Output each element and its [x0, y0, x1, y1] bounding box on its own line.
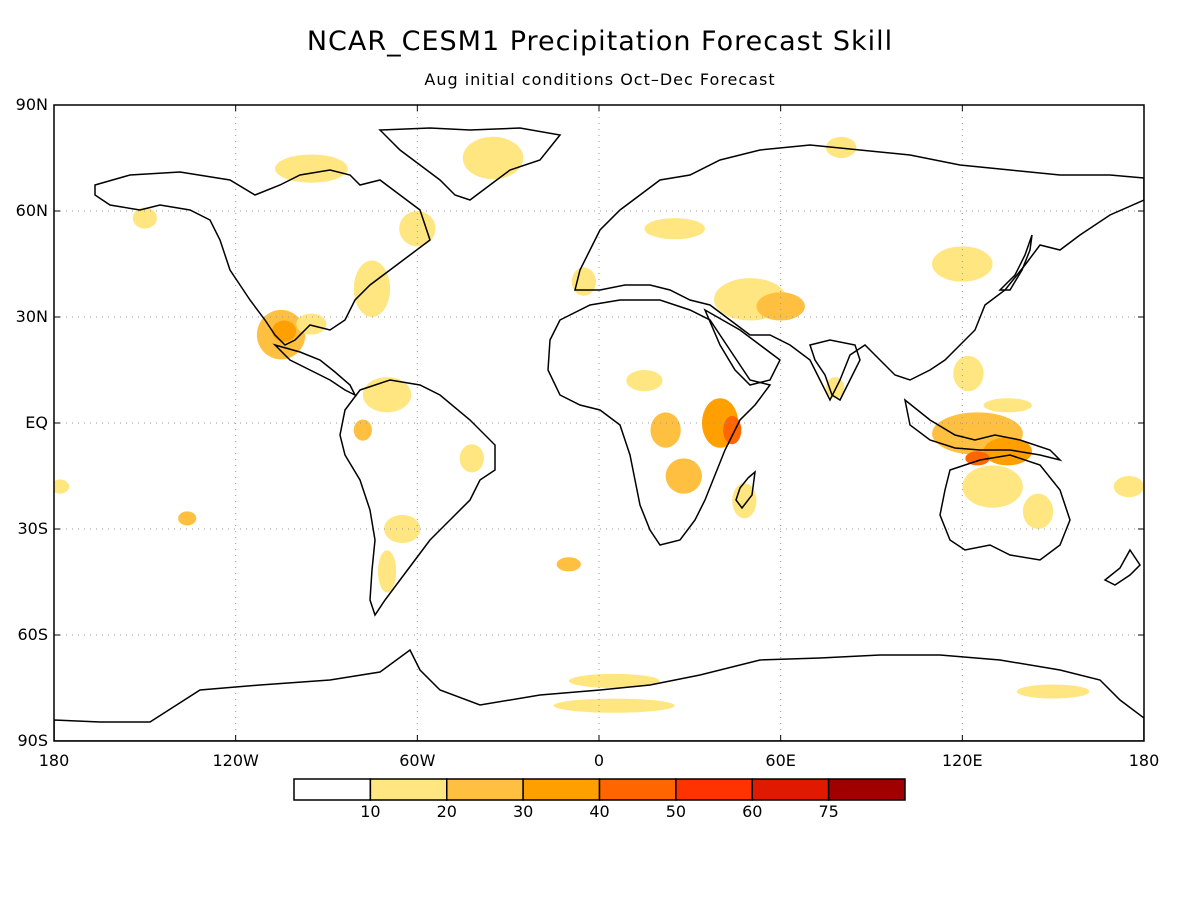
skill-region-e-australia	[1022, 493, 1054, 529]
skill-region-nw-pacific	[983, 398, 1032, 413]
colorbar-swatch	[598, 778, 677, 801]
colorbar-swatch	[293, 778, 372, 801]
skill-region-ne-brazil	[459, 444, 484, 473]
skill-region-mexico-core	[272, 320, 297, 342]
skill-region-china-n	[932, 246, 993, 282]
colorbar-swatch	[827, 778, 906, 801]
skill-region-europe	[571, 267, 596, 296]
lat-label-EQ: EQ	[25, 413, 48, 432]
skill-region-caribbean-sa	[362, 377, 412, 413]
skill-region-s-atlantic	[556, 557, 581, 572]
skill-region-antarctic-1	[568, 673, 660, 689]
colorbar-label: 30	[512, 802, 534, 821]
skill-region-canada-arctic	[275, 154, 348, 183]
lat-label-90N: 90N	[15, 95, 48, 114]
colorbar	[293, 778, 906, 801]
colorbar-label: 75	[818, 802, 839, 821]
skill-region-labrador	[399, 211, 436, 247]
skill-region-pacific-sq	[178, 511, 197, 526]
coastlines	[54, 127, 1144, 741]
skill-region-patagonia	[377, 550, 397, 593]
skill-region-n-europe	[644, 218, 705, 240]
skill-region-philippines	[953, 355, 984, 392]
skill-region-kenya-core	[723, 415, 742, 445]
coastline-antarctica	[54, 648, 1144, 741]
skill-shading-layer	[54, 136, 1144, 713]
skill-region-peru	[353, 419, 372, 441]
coastline-india	[809, 339, 861, 402]
skill-region-alaska	[132, 207, 157, 229]
skill-region-timor	[965, 451, 990, 466]
skill-region-congo	[650, 412, 681, 448]
lon-label-60W: 60W	[399, 751, 436, 770]
colorbar-swatch	[675, 778, 753, 801]
lon-label-180: 180	[1128, 751, 1160, 770]
gridlines	[54, 105, 1144, 741]
colorbar-label: 40	[589, 802, 610, 821]
coastline-japan	[998, 234, 1033, 291]
coastline-africa	[547, 299, 772, 546]
colorbar-swatch	[751, 778, 830, 801]
colorbar-swatch	[446, 778, 524, 801]
skill-region-greenland	[462, 136, 524, 180]
map-title: NCAR_CESM1 Precipitation Forecast Skill	[306, 26, 894, 57]
skill-region-iran	[756, 292, 805, 321]
skill-region-gulf	[296, 313, 327, 335]
lon-label-0: 0	[593, 751, 605, 770]
lat-label-90S: 90S	[17, 731, 48, 750]
skill-region-pacific-w	[54, 479, 70, 494]
lat-label-60S: 60S	[17, 625, 48, 644]
colorbar-swatch	[522, 778, 601, 801]
skill-region-s-africa	[665, 458, 702, 494]
skill-region-us-east	[353, 260, 391, 317]
skill-region-sahel	[626, 370, 663, 392]
colorbar-label: 60	[742, 802, 763, 821]
coastline-arabia	[703, 308, 781, 386]
skill-region-antarctic-2	[553, 698, 675, 713]
lat-label-30N: 30N	[15, 307, 48, 326]
axis-ticks	[53, 104, 1145, 742]
coastline-central-america	[272, 343, 357, 397]
coastline-greenland	[378, 127, 562, 201]
colorbar-label: 50	[665, 802, 687, 821]
lon-label-60E: 60E	[765, 751, 796, 770]
coastline-australia	[939, 454, 1071, 561]
coastline-indonesia	[903, 398, 1063, 462]
coastline-new-zealand	[1103, 548, 1141, 586]
coastline-north-america	[94, 169, 431, 346]
map-subtitle: Aug initial conditions Oct–Dec Forecast	[424, 70, 776, 89]
coastline-south-america	[339, 379, 496, 617]
colorbar-label: 10	[360, 802, 381, 821]
skill-region-antarctic-3	[1016, 684, 1090, 699]
colorbar-label: 20	[436, 802, 457, 821]
lat-label-60N: 60N	[15, 201, 48, 220]
lon-label-180: 180	[38, 751, 70, 770]
skill-region-se-pacific-isl	[1113, 476, 1144, 498]
lat-label-30S: 30S	[17, 519, 48, 538]
colorbar-swatch	[369, 778, 448, 801]
coastline-madagascar	[735, 470, 756, 510]
lon-label-120W: 120W	[212, 751, 259, 770]
skill-region-n-australia	[962, 465, 1023, 508]
lon-label-120E: 120E	[942, 751, 983, 770]
coastline-eurasia	[574, 144, 1144, 402]
